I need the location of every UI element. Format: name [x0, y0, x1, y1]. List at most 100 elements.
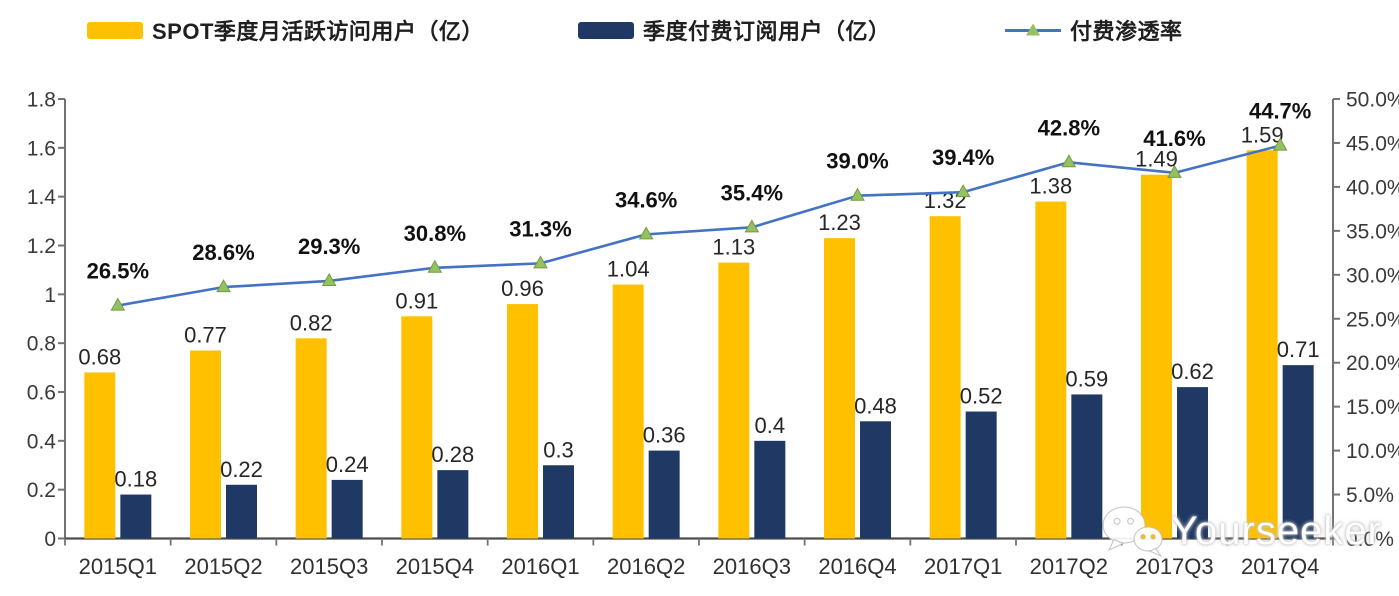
mau-bar — [612, 284, 644, 539]
x-axis-category-label: 2017Q1 — [924, 554, 1002, 579]
left-axis-tick-label: 1 — [44, 284, 56, 307]
right-axis-tick-label: 10.0% — [1346, 440, 1399, 463]
mau-bar — [401, 316, 433, 539]
right-axis-tick-label: 45.0% — [1346, 132, 1399, 155]
x-axis-category-label: 2015Q3 — [290, 554, 368, 579]
left-axis-tick-label: 1.6 — [27, 137, 56, 160]
penetration-marker — [110, 297, 126, 311]
penetration-line — [117, 144, 1281, 307]
subs-bar — [648, 450, 680, 539]
subs-value-label: 0.59 — [1065, 366, 1108, 391]
subs-value-label: 0.28 — [431, 442, 474, 467]
mau-bar — [1035, 201, 1067, 539]
subs-bar — [120, 494, 152, 539]
subs-bar — [331, 479, 363, 539]
mau-value-label: 0.91 — [395, 288, 438, 313]
subs-value-label: 0.36 — [643, 423, 686, 448]
right-axis-tick-label: 5.0% — [1346, 484, 1394, 507]
x-axis-category-label: 2017Q2 — [1030, 554, 1108, 579]
subs-bar — [860, 421, 891, 539]
wechat-small-bubble — [1133, 526, 1163, 552]
mau-bar — [507, 304, 538, 539]
right-axis-tick-label: 0.0% — [1346, 528, 1394, 551]
mau-bar — [84, 372, 116, 539]
x-axis-category-label: 2016Q4 — [818, 554, 896, 579]
penetration-marker — [216, 279, 231, 293]
penetration-value-label: 39.4% — [932, 145, 994, 170]
penetration-marker — [850, 187, 865, 201]
left-axis-tick-label: 0.2 — [27, 479, 56, 502]
mau-value-label: 0.96 — [501, 276, 544, 301]
mau-value-label: 1.49 — [1135, 147, 1178, 172]
mau-bar — [1141, 174, 1172, 539]
penetration-marker — [321, 272, 337, 286]
legend-label-subscribers: 季度付费订阅用户（亿） — [643, 19, 891, 44]
mau-value-label: 1.13 — [712, 235, 755, 260]
penetration-marker — [427, 259, 443, 273]
subs-value-label: 0.62 — [1171, 359, 1214, 384]
left-axis-tick-label: 0.4 — [27, 430, 57, 453]
penetration-value-label: 30.8% — [404, 221, 466, 246]
legend-label-penetration: 付费渗透率 — [1070, 19, 1183, 44]
penetration-value-label: 44.7% — [1249, 99, 1311, 124]
subs-bar — [543, 465, 574, 539]
subs-bar — [965, 411, 997, 539]
mau-value-label: 1.04 — [607, 257, 650, 282]
mau-bar — [1246, 150, 1278, 539]
penetration-value-label: 34.6% — [615, 187, 677, 212]
right-axis-tick-label: 35.0% — [1346, 220, 1399, 243]
penetration-marker — [1167, 164, 1182, 178]
watermark-text: Yourseeker — [1171, 508, 1382, 553]
left-axis-tick-label: 0.8 — [27, 333, 56, 356]
penetration-value-label: 41.6% — [1143, 126, 1205, 151]
wechat-small-bubble-tail — [1148, 547, 1163, 557]
right-axis-tick-label: 25.0% — [1346, 308, 1399, 331]
mau-value-label: 1.38 — [1029, 174, 1072, 199]
penetration-value-label: 42.8% — [1038, 115, 1100, 140]
left-axis-tick-label: 1.4 — [27, 186, 57, 209]
right-axis-tick-label: 50.0% — [1346, 89, 1399, 112]
x-axis-category-label: 2016Q2 — [607, 554, 685, 579]
penetration-marker — [638, 226, 654, 240]
wechat-icon — [1102, 506, 1163, 557]
penetration-marker — [744, 219, 760, 233]
penetration-value-label: 31.3% — [509, 216, 571, 241]
subs-bar — [1177, 387, 1208, 539]
wechat-big-bubble — [1102, 506, 1146, 544]
subs-value-label: 0.48 — [854, 393, 897, 418]
right-axis-tick-label: 15.0% — [1346, 396, 1399, 419]
x-axis-category-label: 2017Q3 — [1135, 554, 1213, 579]
mau-value-label: 1.23 — [818, 210, 861, 235]
subs-value-label: 0.24 — [326, 452, 369, 477]
legend-label-mau: SPOT季度月活跃访问用户（亿） — [152, 19, 484, 44]
x-axis-category-label: 2016Q3 — [713, 554, 791, 579]
watermark: Yourseeker — [1100, 505, 1382, 557]
mau-bar — [190, 350, 221, 539]
subs-bar — [437, 470, 469, 539]
legend-item-penetration: 付费渗透率 — [1005, 12, 1183, 48]
subs-bar — [1071, 394, 1103, 539]
left-axis-tick-label: 1.2 — [27, 235, 56, 258]
penetration-value-label: 29.3% — [298, 234, 360, 259]
right-axis-tick-label: 40.0% — [1346, 176, 1399, 199]
subs-value-label: 0.52 — [960, 384, 1003, 409]
subs-value-label: 0.4 — [755, 413, 786, 438]
penetration-value-label: 26.5% — [87, 259, 149, 284]
mau-value-label: 0.68 — [78, 344, 121, 369]
subs-value-label: 0.22 — [220, 457, 263, 482]
subs-bar — [754, 440, 786, 539]
legend-line-marker — [1005, 23, 1061, 36]
right-axis-tick-label: 30.0% — [1346, 264, 1399, 287]
x-axis-category-label: 2015Q4 — [396, 554, 474, 579]
subs-bar — [226, 484, 257, 539]
penetration-value-label: 35.4% — [721, 180, 783, 205]
mau-value-label: 0.82 — [290, 310, 333, 335]
left-axis-tick-label: 1.8 — [27, 89, 56, 112]
legend-swatch-mau — [87, 21, 143, 39]
penetration-value-label: 39.0% — [826, 149, 888, 174]
legend-swatch-subscribers — [578, 21, 634, 39]
mau-value-label: 1.59 — [1241, 122, 1284, 147]
x-axis-category-label: 2015Q2 — [184, 554, 262, 579]
subs-value-label: 0.3 — [543, 437, 574, 462]
